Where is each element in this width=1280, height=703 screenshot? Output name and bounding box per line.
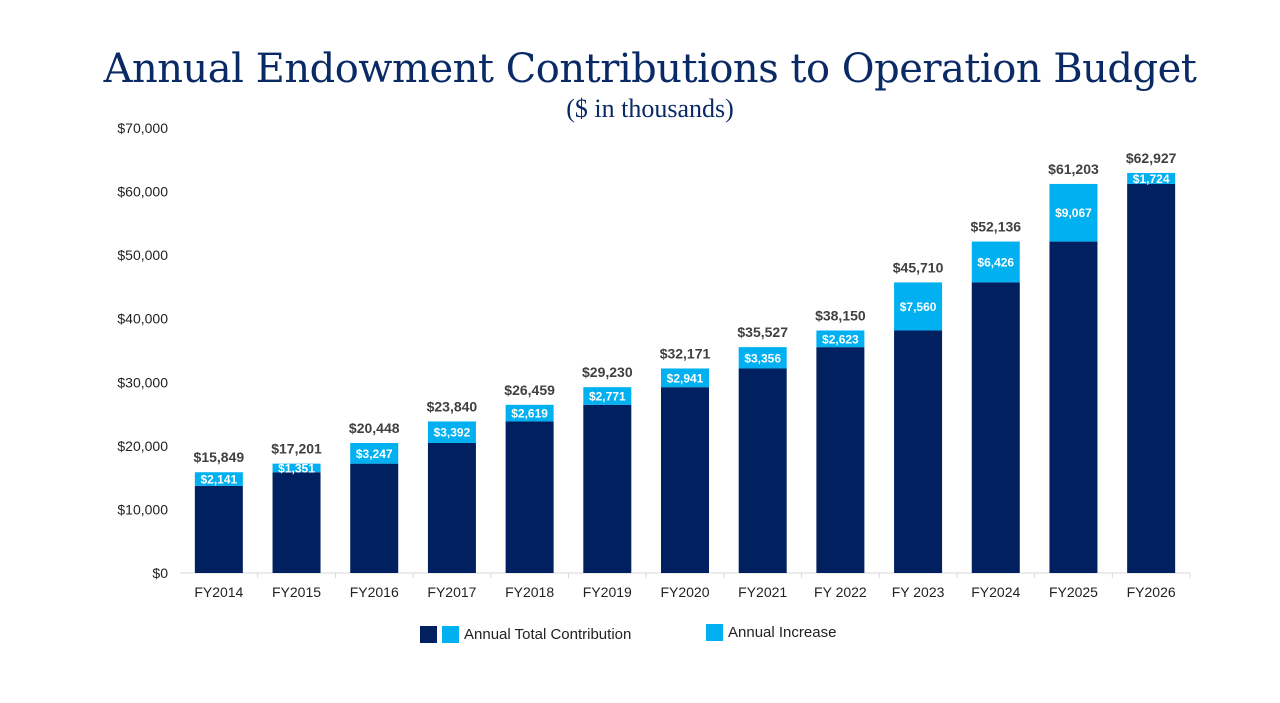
increase-data-label: $2,141 [200, 473, 237, 487]
bar-increase [738, 347, 787, 369]
total-data-label: $15,849 [194, 449, 245, 465]
increase-data-label: $3,356 [744, 351, 781, 365]
bar-increase [583, 387, 632, 405]
x-tick-label: FY2019 [583, 584, 632, 600]
total-data-label: $52,136 [970, 219, 1021, 235]
chart-title: Annual Endowment Contributions to Operat… [103, 46, 1197, 92]
increase-data-label: $2,941 [667, 371, 704, 385]
bar-base [427, 443, 476, 573]
total-data-label: $45,710 [893, 259, 944, 275]
total-data-label: $61,203 [1048, 161, 1099, 177]
y-tick-label: $60,000 [117, 184, 168, 200]
x-tick-label: FY2024 [971, 584, 1020, 600]
bar-increase [971, 241, 1020, 283]
bar-increase [1049, 183, 1098, 242]
chart-subtitle: ($ in thousands) [566, 94, 734, 123]
bar-increase [816, 330, 865, 348]
bar-base [1127, 183, 1176, 574]
total-data-label: $17,201 [271, 441, 322, 457]
x-tick-label: FY2016 [350, 584, 399, 600]
x-tick-label: FY2017 [427, 584, 476, 600]
x-tick-label: FY2021 [738, 584, 787, 600]
legend-swatch-base [420, 626, 437, 643]
legend-item-increase: Annual Increase [706, 624, 836, 641]
bar-base [1049, 241, 1098, 573]
increase-data-label: $2,619 [511, 407, 548, 421]
increase-data-label: $2,623 [822, 332, 859, 346]
x-tick-label: FY2018 [505, 584, 554, 600]
x-tick-label: FY 2023 [892, 584, 945, 600]
increase-data-label: $3,247 [356, 447, 393, 461]
bar-base [971, 282, 1020, 573]
total-data-label: $32,171 [660, 345, 711, 361]
x-tick-label: FY2014 [194, 584, 243, 600]
x-tick-label: FY2020 [660, 584, 709, 600]
x-tick-label: FY2025 [1049, 584, 1098, 600]
bar-increase [194, 472, 243, 486]
bar-increase [505, 404, 554, 422]
increase-data-label: $7,560 [900, 300, 937, 314]
y-tick-label: $50,000 [117, 247, 168, 263]
total-data-label: $23,840 [427, 398, 478, 414]
bar-base [738, 368, 787, 573]
total-data-label: $26,459 [504, 382, 555, 398]
increase-data-label: $6,426 [977, 255, 1014, 269]
bar-base [583, 404, 632, 573]
bar-base [194, 485, 243, 573]
bar-increase [1127, 172, 1176, 184]
increase-data-label: $2,771 [589, 389, 626, 403]
bar-base [505, 421, 554, 573]
increase-data-label: $1,724 [1133, 172, 1170, 186]
y-tick-label: $0 [152, 565, 168, 581]
increase-data-label: $3,392 [434, 426, 471, 440]
y-tick-label: $40,000 [117, 311, 168, 327]
legend-label-increase: Annual Increase [728, 624, 837, 641]
increase-data-label: $9,067 [1055, 206, 1092, 220]
bar-base [661, 387, 709, 573]
legend-item-total: Annual Total Contribution [420, 626, 631, 643]
bar-increase [427, 421, 476, 444]
total-data-label: $38,150 [815, 307, 866, 323]
x-tick-label: FY 2022 [814, 584, 867, 600]
increase-data-label: $1,351 [278, 461, 315, 475]
bar-increase [661, 368, 709, 388]
y-tick-label: $20,000 [117, 438, 168, 454]
bar-base [350, 463, 399, 573]
total-data-label: $35,527 [737, 324, 788, 340]
x-tick-label: FY2026 [1127, 584, 1176, 600]
bar-increase [894, 282, 943, 331]
bar-increase [272, 463, 321, 473]
legend-swatch-total [442, 626, 459, 643]
total-data-label: $20,448 [349, 420, 400, 436]
bar-base [894, 330, 943, 573]
total-data-label: $29,230 [582, 364, 633, 380]
x-tick-label: FY2015 [272, 584, 321, 600]
bar-base [272, 472, 321, 573]
legend-swatch-increase [706, 624, 723, 641]
total-data-label: $62,927 [1126, 150, 1177, 166]
bar-increase [350, 443, 399, 464]
bar-base [816, 347, 865, 573]
y-tick-label: $30,000 [117, 374, 168, 390]
legend-label-total: Annual Total Contribution [464, 626, 632, 643]
y-tick-label: $70,000 [117, 120, 168, 136]
y-tick-label: $10,000 [117, 501, 168, 517]
